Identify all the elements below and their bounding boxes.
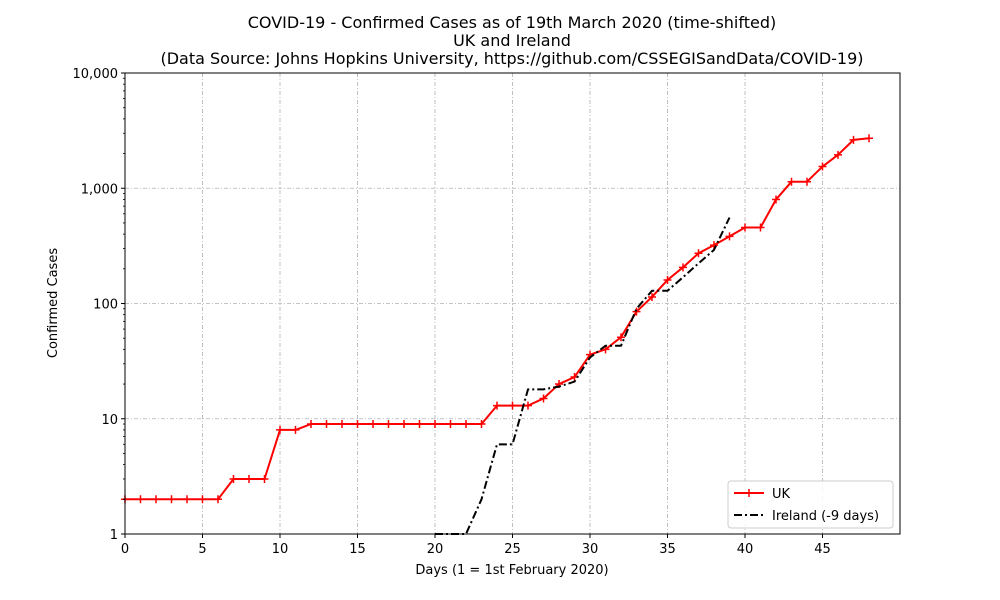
data-point	[338, 420, 346, 429]
data-point	[214, 495, 222, 504]
x-tick-label: 25	[504, 542, 521, 557]
data-point	[741, 223, 749, 232]
y-tick-label: 1,000	[81, 182, 118, 197]
x-tick-label: 5	[198, 542, 206, 557]
x-tick-label: 10	[272, 542, 289, 557]
data-point	[183, 495, 191, 504]
data-point	[291, 425, 300, 434]
data-point	[617, 333, 625, 342]
data-point	[229, 475, 238, 484]
ticks: 0 5 10 15 20 25 30 35 40 45 1 10 100 1,000 10,000	[73, 67, 831, 557]
series-line	[435, 217, 731, 535]
data-point	[694, 249, 703, 258]
data-point	[136, 495, 145, 504]
x-tick-label: 0	[121, 542, 129, 557]
x-tick-label: 30	[582, 542, 599, 557]
data-point	[322, 420, 331, 429]
data-point	[632, 307, 641, 316]
data-point	[834, 150, 842, 159]
data-point	[462, 420, 470, 429]
y-axis-label: Confirmed Cases	[46, 248, 61, 358]
data-point	[772, 195, 780, 204]
data-point	[756, 223, 765, 232]
y-tick-label: 100	[93, 298, 118, 313]
x-tick-label: 15	[349, 542, 366, 557]
data-point	[818, 162, 827, 171]
series-ireland	[435, 217, 731, 535]
chart-source: (Data Source: Johns Hopkins University, …	[160, 49, 863, 68]
legend: UK Ireland (-9 days)	[727, 480, 894, 529]
data-point	[477, 420, 486, 429]
data-point	[524, 401, 532, 410]
x-tick-label: 35	[659, 542, 676, 557]
x-tick-label: 20	[427, 542, 444, 557]
data-point	[384, 420, 393, 429]
data-point	[276, 425, 284, 434]
data-point	[849, 135, 858, 144]
data-point	[679, 263, 687, 272]
data-point	[865, 134, 873, 143]
data-point	[508, 401, 517, 410]
data-point	[198, 495, 207, 504]
data-point	[415, 420, 424, 429]
data-point	[648, 292, 656, 301]
series-uk	[121, 134, 873, 504]
data-point	[725, 232, 734, 241]
data-point	[152, 495, 160, 504]
x-axis-label: Days (1 = 1st February 2020)	[415, 563, 608, 578]
x-tick-label: 40	[737, 542, 754, 557]
data-point	[307, 420, 315, 429]
y-tick-label: 10,000	[73, 67, 119, 82]
data-point	[353, 420, 362, 429]
legend-label-uk: UK	[772, 487, 791, 502]
series-layer	[121, 134, 873, 535]
data-point	[493, 401, 501, 410]
legend-box	[727, 480, 894, 529]
data-point	[663, 275, 672, 284]
data-point	[260, 475, 269, 484]
chart-subtitle: UK and Ireland	[453, 31, 571, 50]
data-point	[431, 420, 439, 429]
data-point	[369, 420, 377, 429]
data-point	[446, 420, 455, 429]
y-tick-label: 10	[101, 413, 118, 428]
legend-label-ireland: Ireland (-9 days)	[772, 509, 879, 524]
data-point	[803, 177, 811, 186]
y-tick-label: 1	[110, 528, 118, 543]
data-point	[167, 495, 176, 504]
chart-title: COVID-19 - Confirmed Cases as of 19th Ma…	[248, 13, 776, 32]
data-point	[787, 177, 796, 186]
legend-marker-uk	[745, 489, 753, 497]
data-point	[400, 420, 408, 429]
x-tick-label: 45	[814, 542, 831, 557]
data-point	[245, 475, 253, 484]
data-point	[539, 394, 548, 403]
